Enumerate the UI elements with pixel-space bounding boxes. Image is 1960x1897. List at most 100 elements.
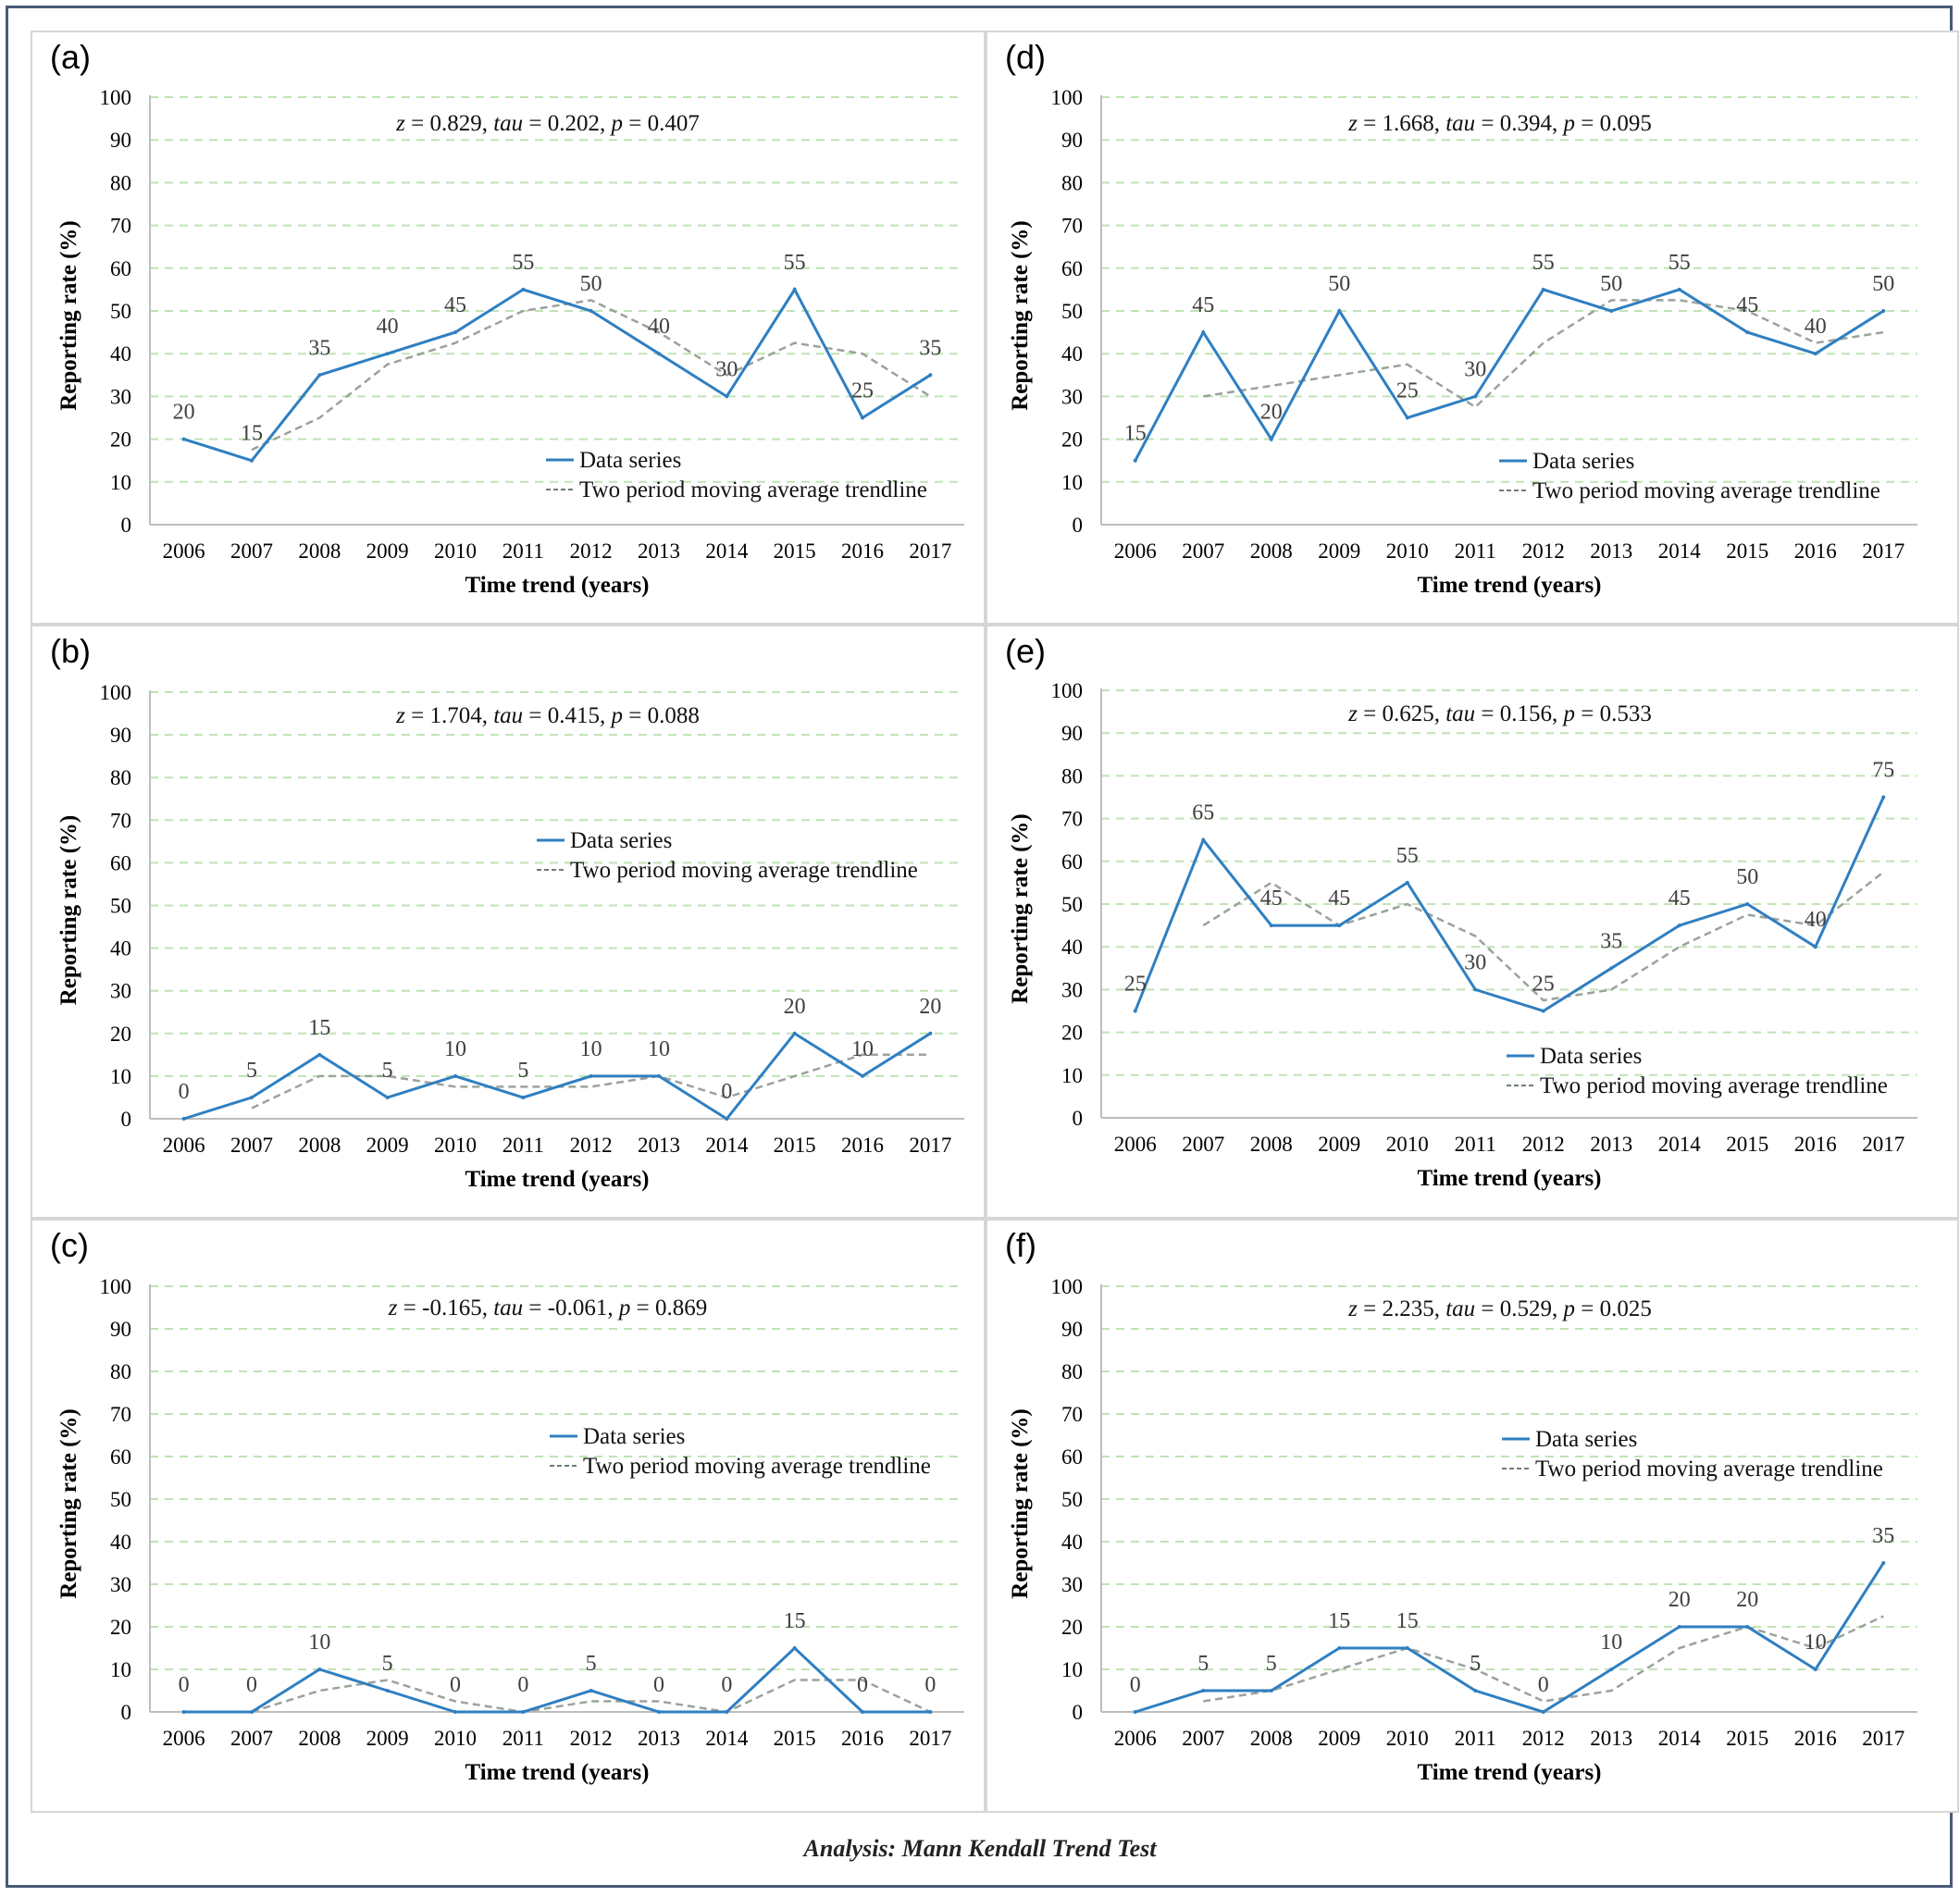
- data-point: [1881, 309, 1886, 313]
- x-tick-label: 2006: [163, 539, 205, 563]
- legend-label-data-series: Data series: [579, 448, 681, 473]
- data-point: [1677, 287, 1681, 291]
- x-tick-label: 2009: [1318, 1727, 1360, 1750]
- data-label: 10: [580, 1037, 602, 1061]
- y-tick-label: 70: [1061, 808, 1083, 831]
- y-tick-label: 100: [1051, 86, 1084, 109]
- data-point: [250, 458, 254, 463]
- y-tick-label: 0: [1073, 1107, 1084, 1130]
- x-axis-title: Time trend (years): [1417, 573, 1601, 598]
- data-point: [1473, 394, 1478, 399]
- data-point: [928, 1710, 933, 1714]
- data-label: 15: [1396, 1609, 1419, 1633]
- legend-label-trendline: Two period moving average trendline: [1535, 1457, 1883, 1482]
- legend: Data series Two period moving average tre…: [537, 828, 918, 883]
- data-point: [1745, 902, 1750, 906]
- data-point: [181, 1710, 186, 1714]
- data-label: 25: [851, 379, 874, 403]
- x-tick-label: 2011: [502, 539, 544, 563]
- x-tick-label: 2010: [1386, 539, 1429, 563]
- data-label: 40: [1805, 315, 1827, 339]
- data-series-line: [1134, 288, 1885, 462]
- y-tick-label: 100: [100, 86, 132, 109]
- data-label: 45: [444, 293, 466, 317]
- x-tick-label: 2016: [841, 1727, 884, 1750]
- y-tick-label: 60: [110, 1445, 131, 1469]
- x-tick-label: 2012: [1522, 1133, 1565, 1156]
- x-tick-label: 2007: [230, 1727, 273, 1750]
- y-tick-label: 20: [110, 428, 131, 452]
- data-label: 40: [377, 315, 399, 339]
- y-axis-title: Reporting rate (%): [1008, 220, 1033, 411]
- data-point: [250, 1710, 254, 1714]
- data-point: [1881, 1561, 1886, 1565]
- data-label: 50: [1600, 272, 1622, 296]
- x-tick-label: 2017: [909, 539, 951, 563]
- y-tick-label: 90: [110, 724, 131, 747]
- y-tick-label: 80: [1061, 1360, 1083, 1383]
- data-label: 35: [1600, 929, 1622, 953]
- data-point: [1337, 924, 1342, 928]
- data-label: 10: [851, 1037, 874, 1061]
- x-tick-label: 2007: [1182, 1727, 1224, 1750]
- legend-label-data-series: Data series: [1535, 1427, 1637, 1452]
- data-point: [1677, 924, 1681, 928]
- y-tick-label: 80: [110, 1360, 131, 1383]
- x-tick-label: 2014: [1658, 1133, 1702, 1156]
- x-tick-label: 2007: [230, 539, 273, 563]
- y-axis-title: Reporting rate (%): [1008, 1408, 1033, 1599]
- x-axis-title: Time trend (years): [465, 1760, 649, 1785]
- x-tick-label: 2013: [638, 539, 680, 563]
- y-tick-label: 70: [1061, 215, 1083, 238]
- trendline-series: [1202, 871, 1885, 1002]
- data-label: 55: [1668, 251, 1691, 275]
- x-tick-label: 2016: [1794, 1133, 1837, 1156]
- data-label: 45: [1736, 293, 1758, 317]
- x-tick-label: 2010: [434, 1727, 477, 1750]
- data-label: 40: [1805, 908, 1827, 932]
- x-axis-title: Time trend (years): [1417, 1166, 1601, 1191]
- y-tick-label: 10: [110, 1065, 131, 1088]
- data-label: 65: [1192, 801, 1214, 825]
- y-tick-label: 0: [1073, 514, 1084, 537]
- data-label: 5: [517, 1059, 528, 1083]
- x-tick-label: 2009: [366, 1134, 409, 1157]
- panel-letter: (d): [1005, 38, 1046, 76]
- data-point: [725, 1117, 729, 1121]
- x-tick-label: 2012: [1522, 539, 1565, 563]
- y-tick-label: 80: [110, 766, 131, 789]
- data-point: [589, 1689, 593, 1692]
- data-point: [1269, 924, 1273, 928]
- x-tick-label: 2006: [1114, 1133, 1157, 1156]
- y-tick-label: 50: [110, 895, 131, 918]
- legend-label-trendline: Two period moving average trendline: [1540, 1073, 1888, 1098]
- y-tick-label: 40: [1061, 936, 1083, 959]
- data-label: 0: [179, 1080, 190, 1104]
- y-tick-label: 100: [100, 681, 132, 704]
- data-point: [1473, 987, 1478, 992]
- data-point: [725, 394, 729, 399]
- y-tick-label: 90: [1061, 129, 1083, 152]
- x-axis-title: Time trend (years): [465, 1167, 649, 1192]
- y-tick-label: 0: [1073, 1701, 1084, 1724]
- data-label: 0: [517, 1673, 528, 1697]
- x-tick-label: 2013: [1590, 539, 1632, 563]
- y-tick-label: 40: [110, 342, 131, 366]
- data-point: [385, 1095, 390, 1099]
- data-label: 30: [1464, 950, 1486, 974]
- data-point: [1745, 330, 1750, 335]
- y-tick-label: 100: [1051, 1275, 1084, 1298]
- data-point: [861, 1710, 864, 1714]
- y-tick-label: 30: [1061, 385, 1083, 408]
- y-axis-title: Reporting rate (%): [56, 1408, 81, 1599]
- data-point: [1609, 966, 1614, 971]
- y-tick-label: 40: [110, 937, 131, 961]
- x-tick-label: 2010: [434, 539, 477, 563]
- legend: Data series Two period moving average tre…: [1507, 1044, 1888, 1098]
- data-point: [792, 1646, 797, 1650]
- y-tick-label: 30: [1061, 978, 1083, 1001]
- data-label: 5: [586, 1652, 597, 1676]
- y-tick-label: 80: [110, 171, 131, 194]
- x-axis-title: Time trend (years): [465, 573, 649, 598]
